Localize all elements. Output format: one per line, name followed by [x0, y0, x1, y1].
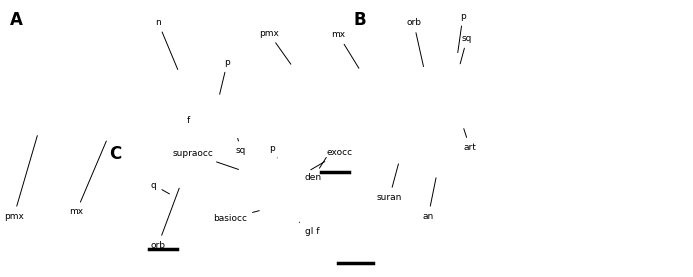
Text: an: an — [423, 178, 436, 220]
Text: p: p — [458, 12, 466, 53]
Text: p: p — [220, 58, 230, 94]
Text: suran: suran — [377, 164, 402, 202]
Text: art: art — [464, 129, 476, 152]
Text: exocc: exocc — [310, 148, 353, 170]
Text: basiocc: basiocc — [213, 211, 259, 223]
Text: mx: mx — [69, 141, 106, 216]
Text: sq: sq — [236, 138, 246, 155]
Text: p: p — [269, 144, 277, 158]
Text: pmx: pmx — [4, 136, 37, 220]
Text: sq: sq — [460, 34, 472, 64]
Text: C: C — [109, 145, 122, 163]
Text: A: A — [10, 11, 24, 29]
Text: con: con — [254, 194, 270, 202]
Text: B: B — [353, 11, 366, 29]
Text: supraocc: supraocc — [173, 149, 238, 170]
Text: occ: occ — [254, 187, 270, 196]
Text: mx: mx — [331, 30, 359, 68]
Text: orb: orb — [406, 18, 423, 66]
Text: gl f: gl f — [299, 222, 319, 236]
Text: q: q — [151, 181, 170, 194]
Text: n: n — [155, 18, 177, 70]
Text: pmx: pmx — [259, 29, 291, 64]
Text: den: den — [305, 157, 326, 182]
Text: f: f — [187, 116, 190, 125]
Text: orb: orb — [150, 188, 179, 250]
